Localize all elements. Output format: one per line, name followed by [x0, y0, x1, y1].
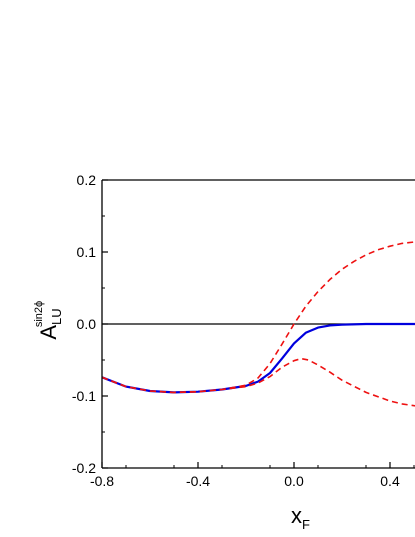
y-axis-label-sub: LU [49, 308, 64, 325]
y-tick-label: 0.1 [77, 244, 97, 260]
y-tick-label: -0.1 [72, 388, 96, 404]
x-axis-label-main: x [291, 503, 302, 528]
series-line-2 [102, 357, 415, 407]
tick-labels-group: -0.8 -0.4 0.0 0.4 0.2 0.1 0.0 -0.1 -0.2 [72, 172, 400, 489]
ticks-group [101, 179, 415, 469]
x-tick-label: -0.8 [90, 473, 114, 489]
y-axis-label: ALU sin2ϕ [33, 301, 64, 340]
series-line-0 [102, 322, 415, 394]
x-tick-label: -0.4 [186, 473, 210, 489]
y-axis-label-main: A [36, 325, 61, 340]
y-tick-label: -0.2 [72, 460, 96, 476]
y-tick-label: 0.2 [77, 172, 97, 188]
x-tick-label: 0.0 [284, 473, 304, 489]
svg-text:ALU: ALU [36, 308, 64, 339]
x-tick-label: 0.4 [380, 473, 400, 489]
y-axis-label-sup: sin2ϕ [33, 301, 45, 327]
series-group [102, 241, 415, 407]
series-line-1 [102, 241, 415, 394]
y-tick-label: 0.0 [77, 316, 97, 332]
x-axis-label: xF [291, 503, 310, 532]
x-axis-label-sub: F [302, 517, 310, 532]
